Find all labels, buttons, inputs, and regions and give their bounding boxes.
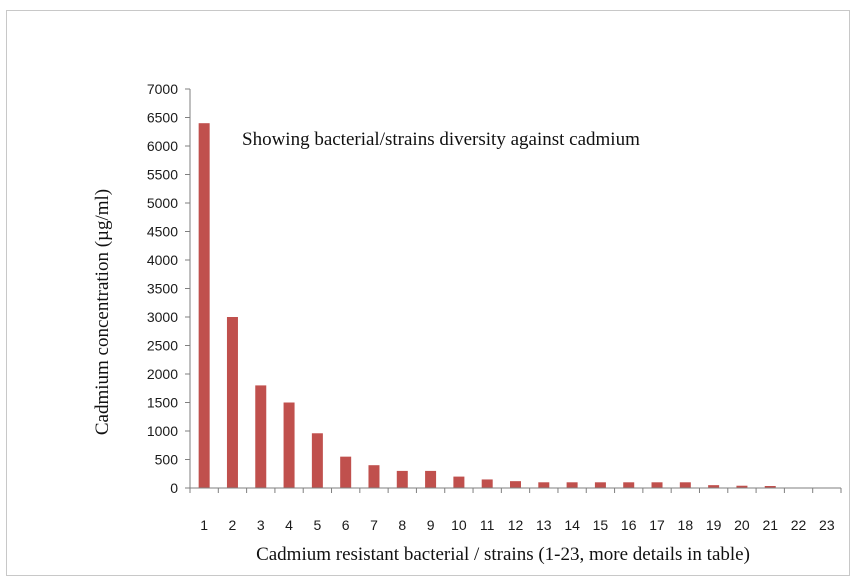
bar-series — [199, 123, 776, 488]
x-tick-label: 4 — [285, 517, 293, 533]
y-tick-label: 0 — [170, 480, 178, 496]
y-tick-label: 3000 — [147, 309, 178, 325]
y-tick-label: 5500 — [147, 167, 178, 183]
x-tick-label: 17 — [649, 517, 665, 533]
x-tick-label: 3 — [257, 517, 265, 533]
bar-15 — [595, 482, 606, 488]
y-axis-ticks: 0 500 1000 1500 2000 2500 3000 3500 4000 4500 5000… — [147, 81, 190, 496]
bar-11 — [482, 479, 493, 488]
x-tick-label: 21 — [762, 517, 778, 533]
x-tick-label: 1 — [200, 517, 208, 533]
x-tick-label: 9 — [427, 517, 435, 533]
y-tick-label: 4000 — [147, 252, 178, 268]
bar-12 — [510, 481, 521, 488]
x-tick-label: 13 — [536, 517, 552, 533]
x-tick-label: 11 — [480, 517, 495, 533]
y-tick-label: 4500 — [147, 224, 178, 240]
bar-16 — [623, 482, 634, 488]
bar-6 — [340, 457, 351, 488]
x-tick-label: 8 — [398, 517, 406, 533]
bar-10 — [453, 477, 464, 488]
y-tick-label: 7000 — [147, 81, 178, 97]
x-tick-label: 15 — [593, 517, 609, 533]
y-tick-label: 1000 — [147, 423, 178, 439]
chart-title: Showing bacterial/strains diversity agai… — [242, 129, 640, 150]
bar-13 — [538, 482, 549, 488]
x-tick-label: 6 — [342, 517, 350, 533]
y-axis-label: Cadmium concentration (µg/ml) — [92, 189, 113, 435]
y-tick-label: 2000 — [147, 366, 178, 382]
x-tick-label: 16 — [621, 517, 637, 533]
x-tick-label: 7 — [370, 517, 378, 533]
bar-17 — [652, 482, 663, 488]
bar-5 — [312, 433, 323, 488]
x-tick-label: 5 — [313, 517, 321, 533]
bar-4 — [284, 403, 295, 489]
x-tick-label: 18 — [678, 517, 694, 533]
y-tick-label: 6500 — [147, 110, 178, 126]
bar-14 — [567, 482, 578, 488]
bar-3 — [255, 385, 266, 488]
bar-18 — [680, 482, 691, 488]
bar-7 — [368, 465, 379, 488]
x-tick-label: 23 — [819, 517, 835, 533]
x-tick-label: 19 — [706, 517, 722, 533]
bar-8 — [397, 471, 408, 488]
x-tick-label: 10 — [451, 517, 467, 533]
y-tick-label: 5000 — [147, 195, 178, 211]
y-tick-label: 2500 — [147, 338, 178, 354]
x-tick-label: 14 — [564, 517, 580, 533]
x-tick-label: 22 — [791, 517, 807, 533]
x-tick-label: 2 — [229, 517, 237, 533]
bar-9 — [425, 471, 436, 488]
y-tick-label: 500 — [155, 452, 179, 468]
y-tick-label: 1500 — [147, 395, 178, 411]
x-tick-label: 12 — [508, 517, 524, 533]
bar-2 — [227, 317, 238, 488]
x-axis-ticks: 1 2 3 4 5 6 7 8 9 10 11 12 13 14 15 16 17 18 19 20 21 22 23 — [190, 488, 841, 533]
x-tick-label: 20 — [734, 517, 750, 533]
x-axis-label: Cadmium resistant bacterial / strains (1… — [256, 544, 750, 565]
y-tick-label: 3500 — [147, 281, 178, 297]
bar-1 — [199, 123, 210, 488]
y-tick-label: 6000 — [147, 138, 178, 154]
